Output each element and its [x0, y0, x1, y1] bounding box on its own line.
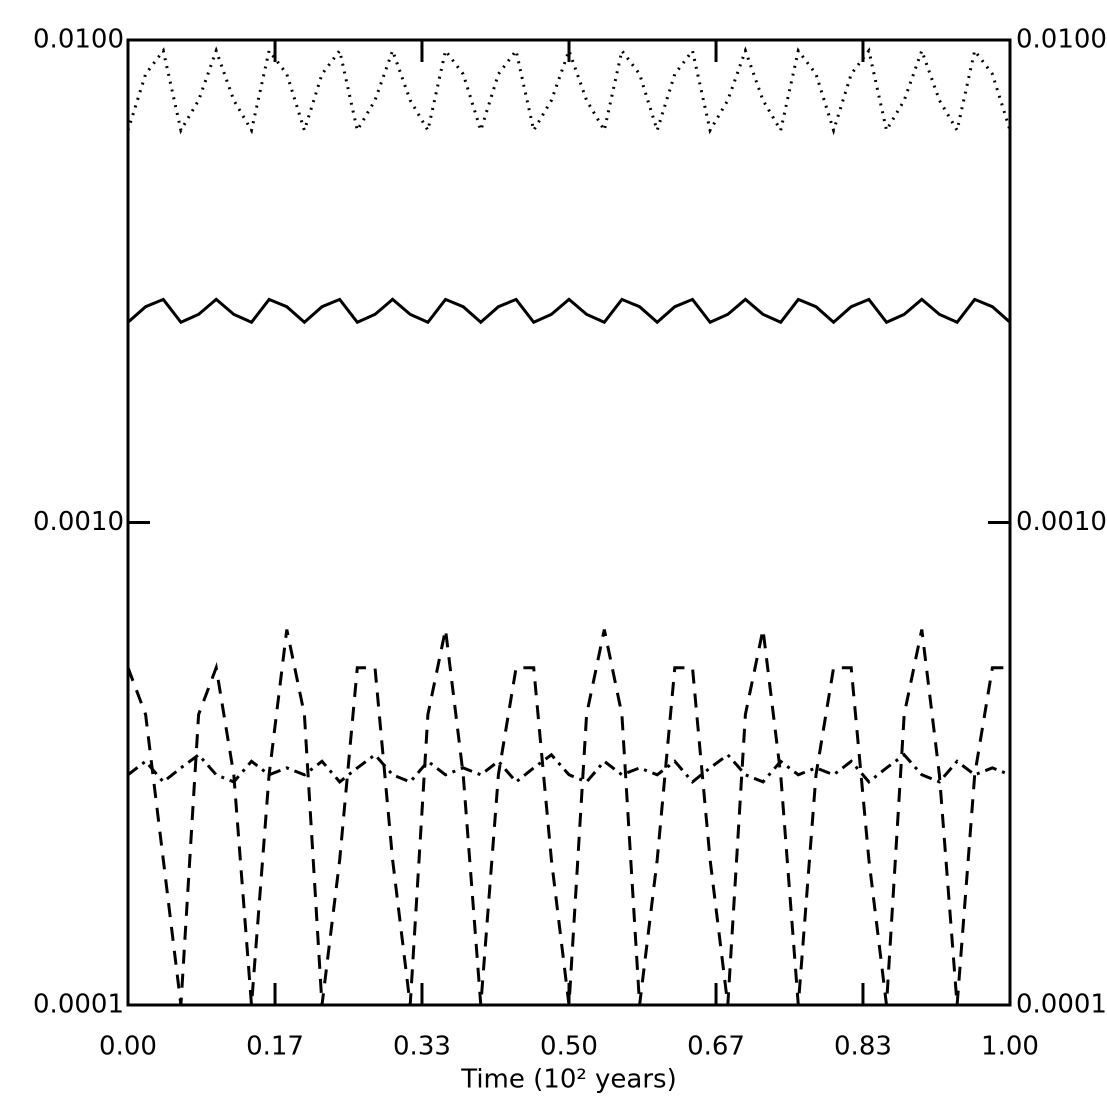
plot-frame: [126, 38, 1012, 1007]
x-tick-label: 1.00: [981, 1032, 1039, 1062]
x-axis-label: Time (10² years): [460, 1065, 677, 1095]
series-line: [126, 46, 1012, 136]
series-line: [127, 297, 1011, 325]
y-tick-label: 0.0100: [33, 25, 124, 55]
x-tick-label: 0.17: [246, 1032, 304, 1062]
series-line: [127, 752, 1011, 784]
x-tick-label: 0.50: [540, 1032, 598, 1062]
y2-tick-label: 0.0010: [1016, 507, 1107, 537]
y-tick-label: 0.0001: [33, 990, 124, 1020]
y2-tick-label: 0.0001: [1016, 990, 1107, 1020]
y2-tick-label: 0.0100: [1016, 25, 1107, 55]
x-tick-label: 0.33: [393, 1032, 451, 1062]
series-line: [126, 629, 1010, 1006]
y-tick-label: 0.0010: [33, 507, 124, 537]
x-tick-label: 0.67: [687, 1032, 745, 1062]
x-tick-label: 0.83: [834, 1032, 892, 1062]
x-tick-label: 0.00: [99, 1032, 157, 1062]
